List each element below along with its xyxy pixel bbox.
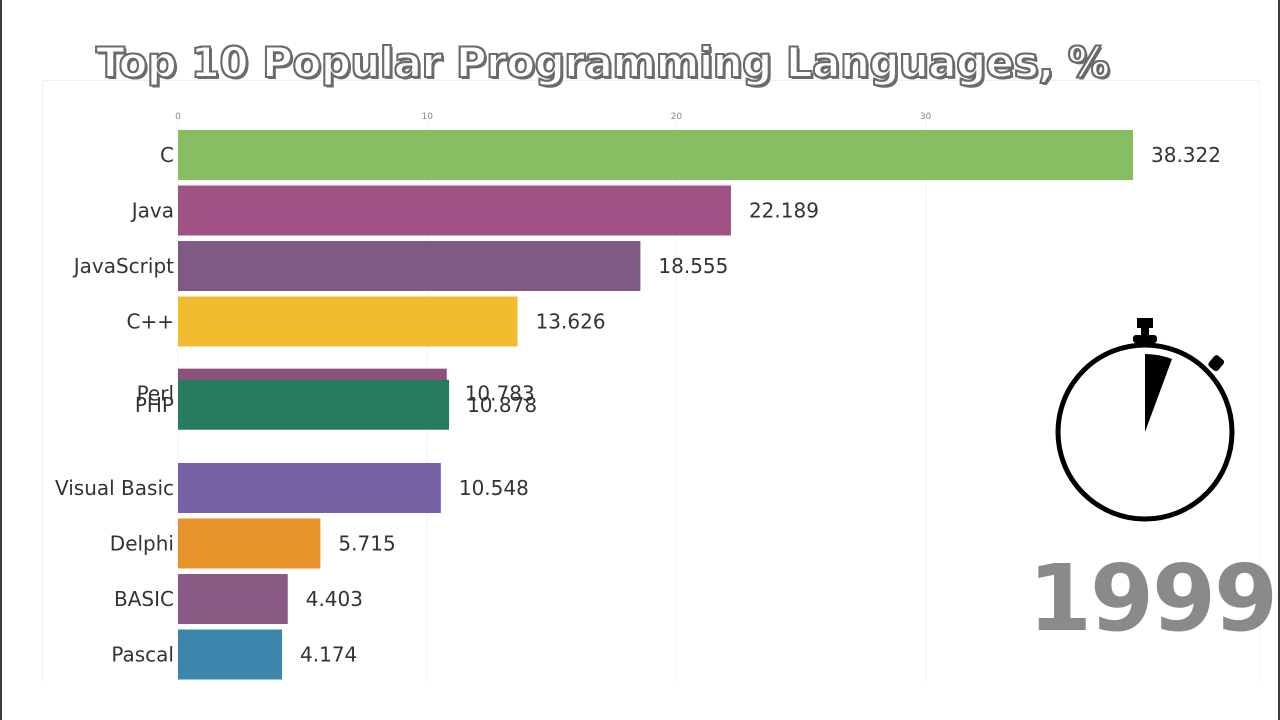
stopwatch-icon [1055,318,1235,522]
value-label: 38.322 [1151,143,1221,167]
plot-area [42,80,1260,683]
bar-basic [178,574,288,624]
value-label: 22.189 [749,199,819,223]
bar-pascal [178,629,283,680]
category-label: Java [130,199,174,223]
category-label: C++ [127,310,174,334]
chart-title: Top 10 Popular Programming Languages, % [95,37,1111,88]
value-label: 10.878 [467,393,537,417]
category-label: Delphi [110,532,174,556]
value-label: 4.174 [300,643,357,667]
bar-visual-basic [178,463,441,513]
category-label: Perl [137,382,174,406]
frame-border-right [1278,0,1280,720]
category-label: JavaScript [72,254,174,278]
value-label: 18.555 [658,254,728,278]
x-tick-label: 30 [920,112,932,122]
value-label: 10.548 [459,476,529,500]
category-label: PHP [135,393,174,417]
year-label: 1999 [1028,545,1278,652]
bar-php [178,379,450,430]
category-label: BASIC [114,587,174,611]
bar-javascript [178,241,641,291]
frame-border-left [0,0,2,720]
value-label: 4.403 [306,587,363,611]
bar-delphi [178,518,321,569]
category-label: Visual Basic [55,476,174,500]
bar-c [178,130,1133,180]
value-label: 5.715 [338,532,395,556]
bar-java [178,185,731,236]
category-label: C [160,143,174,167]
value-label: 13.626 [536,310,606,334]
x-tick-label: 0 [175,112,181,122]
bar-c- [178,296,518,347]
x-tick-label: 10 [421,112,433,122]
x-tick-label: 20 [671,112,683,122]
value-label: 10.783 [465,382,535,406]
category-label: Pascal [111,643,174,667]
